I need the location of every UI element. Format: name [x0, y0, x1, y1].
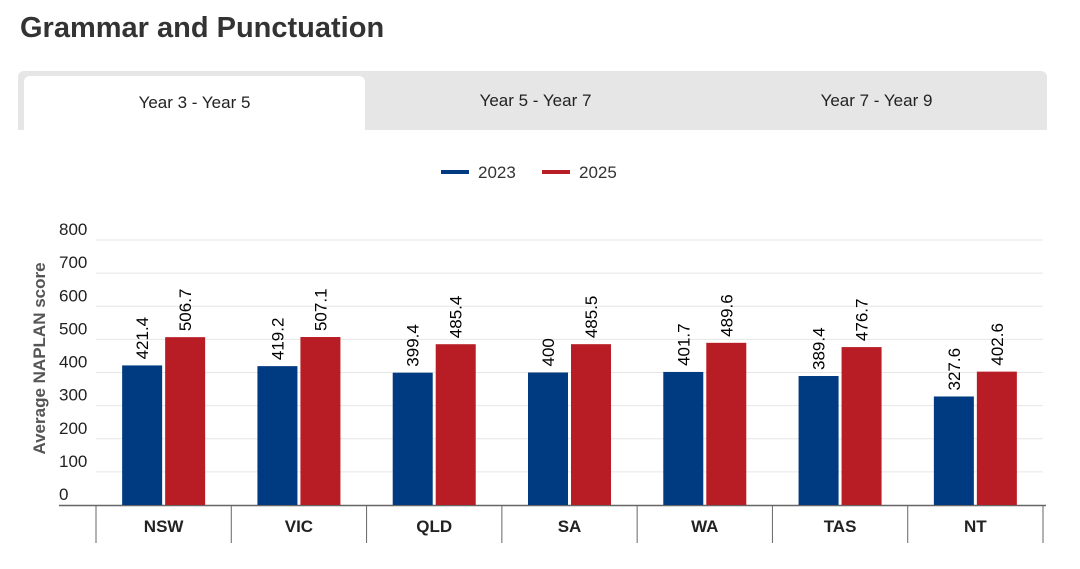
data-label: 402.6 [988, 323, 1007, 366]
data-label: 399.4 [404, 324, 423, 367]
bar-2025-VIC [300, 337, 341, 505]
x-tick-label: NSW [144, 517, 185, 536]
x-tick-label: TAS [824, 517, 857, 536]
bar-2025-SA [571, 344, 611, 505]
bar-2025-NSW [165, 337, 206, 505]
legend-label: 2023 [478, 163, 516, 182]
y-tick-label: 500 [59, 319, 87, 338]
y-tick-label: 200 [59, 419, 87, 438]
x-tick-label: VIC [285, 517, 313, 536]
y-tick-label: 600 [59, 286, 87, 305]
x-tick-label: SA [558, 517, 582, 536]
data-label: 327.6 [945, 348, 964, 391]
y-tick-label: 300 [59, 386, 87, 405]
data-label: 485.4 [447, 296, 466, 339]
tab-year7-year9[interactable]: Year 7 - Year 9 [820, 90, 933, 110]
bar-2023-TAS [798, 376, 839, 505]
x-tick-label: NT [964, 517, 987, 536]
legend-label: 2025 [579, 163, 617, 182]
bar-2023-NT [933, 396, 974, 505]
y-tick-label: 400 [59, 353, 87, 372]
bar-2023-NSW [122, 365, 163, 505]
data-label: 506.7 [176, 289, 195, 332]
data-label: 421.4 [133, 317, 152, 360]
y-tick-label: 0 [59, 485, 68, 504]
bar-2025-NT [976, 371, 1017, 505]
x-tick-label: QLD [416, 517, 452, 536]
bar-2023-SA [528, 372, 568, 505]
y-tick-label: 100 [59, 452, 87, 471]
bar-2025-QLD [435, 344, 476, 505]
tab-bar: Year 3 - Year 5 Year 5 - Year 7 Year 7 -… [18, 71, 1047, 130]
data-label: 485.5 [582, 296, 601, 339]
data-label: 507.1 [311, 288, 330, 331]
data-label: 400 [539, 338, 558, 366]
x-tick-label: WA [691, 517, 718, 536]
bar-2025-TAS [841, 347, 882, 505]
y-tick-label: 800 [59, 220, 87, 239]
bar-2025-WA [706, 342, 747, 505]
tab-year5-year7[interactable]: Year 5 - Year 7 [479, 90, 592, 110]
bar-2023-WA [663, 371, 704, 505]
y-axis-label: Average NAPLAN score [30, 262, 49, 454]
bar-2023-QLD [392, 372, 433, 505]
data-label: 419.2 [268, 318, 287, 361]
y-tick-label: 700 [59, 253, 87, 272]
data-label: 476.7 [853, 299, 872, 342]
data-label: 389.4 [810, 327, 829, 370]
bar-2023-VIC [257, 366, 298, 505]
data-label: 489.6 [717, 294, 736, 337]
page-title: Grammar and Punctuation [20, 12, 385, 44]
tab-year3-year5[interactable]: Year 3 - Year 5 [24, 76, 365, 130]
data-label: 401.7 [674, 323, 693, 366]
